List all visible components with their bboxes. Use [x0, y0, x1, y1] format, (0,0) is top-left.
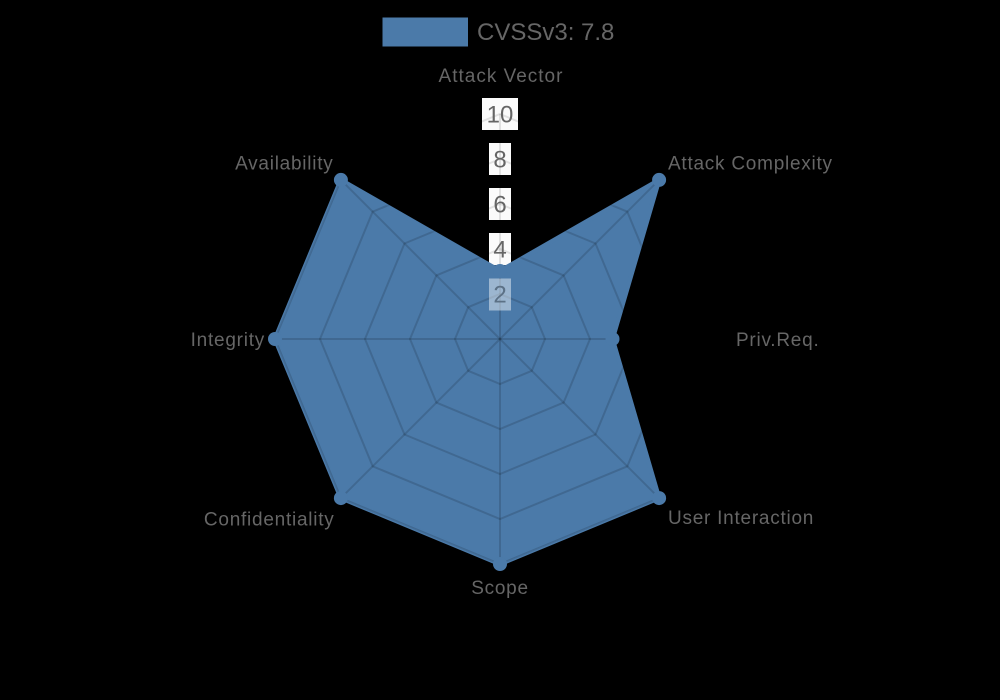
svg-text:Priv.Req.: Priv.Req. [736, 330, 819, 351]
svg-text:CVSSv3: 7.8: CVSSv3: 7.8 [477, 19, 614, 46]
svg-text:8: 8 [493, 146, 506, 173]
svg-text:Confidentiality: Confidentiality [204, 509, 335, 530]
svg-text:User Interaction: User Interaction [668, 508, 814, 529]
svg-text:Availability: Availability [235, 153, 333, 174]
svg-text:Scope: Scope [471, 578, 529, 599]
svg-text:Attack Vector: Attack Vector [439, 66, 564, 87]
svg-text:10: 10 [487, 101, 514, 128]
svg-text:Integrity: Integrity [191, 330, 265, 351]
svg-text:Attack Complexity: Attack Complexity [668, 153, 833, 174]
svg-text:6: 6 [493, 191, 506, 218]
svg-text:4: 4 [493, 236, 506, 263]
svg-text:2: 2 [493, 281, 506, 308]
